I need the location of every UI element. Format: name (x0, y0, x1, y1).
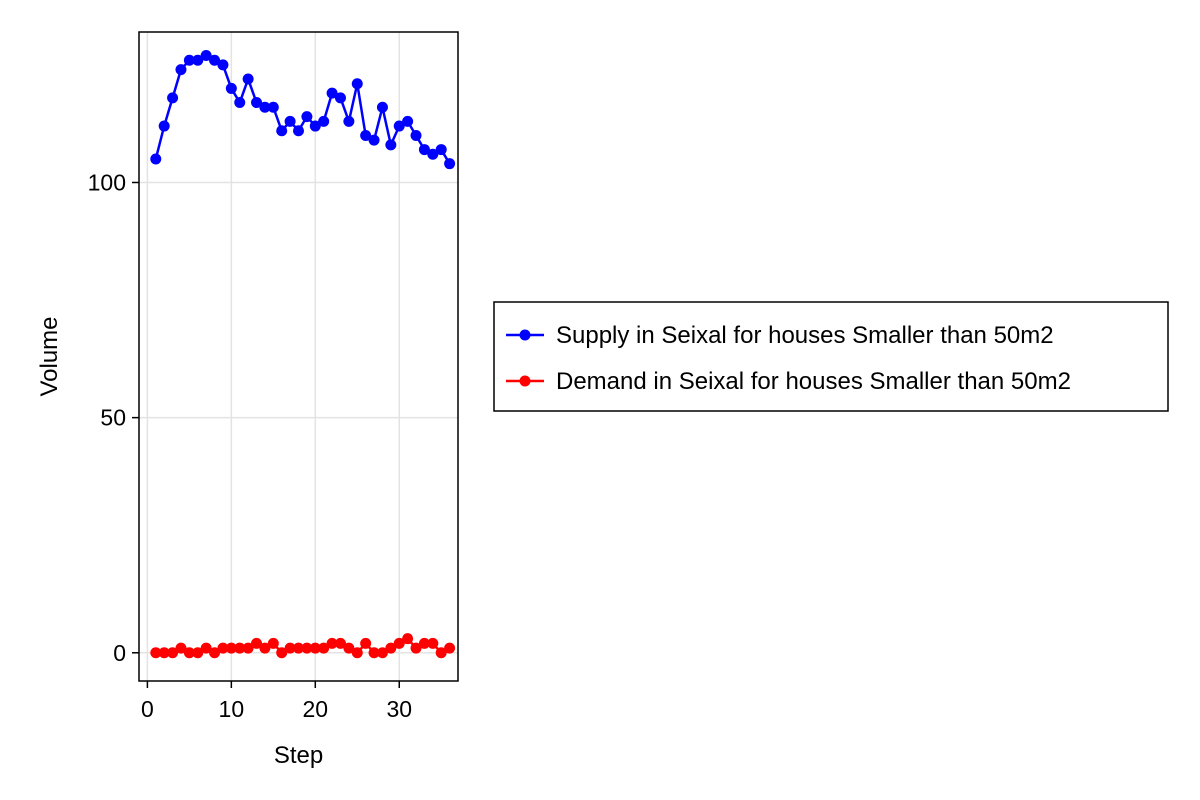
data-point (276, 125, 288, 137)
plot-frame (138, 31, 459, 682)
data-point (410, 642, 422, 654)
data-point (393, 120, 405, 132)
data-point (418, 144, 430, 156)
data-point (427, 637, 439, 649)
data-point (175, 642, 187, 654)
data-point (435, 144, 447, 156)
legend-swatch-marker (519, 375, 531, 387)
x-axis-label: Step (274, 742, 323, 769)
data-point (385, 139, 397, 151)
data-point (251, 97, 263, 109)
data-point (209, 647, 221, 659)
data-point (192, 647, 204, 659)
data-point (334, 92, 346, 104)
data-point (158, 647, 170, 659)
data-point (284, 642, 296, 654)
data-point (444, 642, 456, 654)
data-point (183, 647, 195, 659)
data-point (267, 637, 279, 649)
y-axis-label: Volume (36, 316, 63, 396)
data-point (410, 129, 422, 141)
data-point (150, 647, 162, 659)
legend-box (493, 301, 1169, 412)
data-point (242, 642, 254, 654)
data-point (309, 642, 321, 654)
data-point (301, 111, 313, 123)
data-point (225, 642, 237, 654)
data-point (444, 158, 456, 170)
data-point (351, 647, 363, 659)
series-supply (150, 50, 456, 170)
data-point (293, 642, 304, 654)
x-tick-label: 30 (386, 696, 412, 722)
data-point (326, 87, 338, 99)
data-point (376, 101, 388, 113)
data-point (368, 134, 380, 146)
data-point (217, 642, 229, 654)
legend-entry-label: Demand in Seixal for houses Smaller than… (556, 368, 1071, 395)
data-point (167, 647, 179, 659)
data-point (351, 78, 363, 90)
data-point (334, 637, 346, 649)
x-tick-label: 10 (219, 696, 245, 722)
data-point (183, 54, 195, 66)
data-point (343, 642, 355, 654)
data-point (200, 642, 212, 654)
x-tick-label: 20 (302, 696, 328, 722)
data-point (360, 637, 372, 649)
data-point (427, 148, 439, 160)
data-point (393, 637, 405, 649)
legend: Supply in Seixal for houses Smaller than… (493, 301, 1169, 412)
data-point (318, 642, 330, 654)
data-point (225, 82, 237, 94)
data-point (402, 115, 414, 127)
data-point (200, 50, 212, 62)
y-tick-label: 100 (88, 169, 126, 195)
data-point (209, 54, 221, 66)
axis-ticks: 0 10 20 30 0 50 100 (88, 169, 412, 722)
data-point (259, 642, 271, 654)
data-point (309, 120, 321, 132)
legend-entry-label: Supply in Seixal for houses Smaller than… (556, 322, 1054, 349)
x-tick-label: 0 (141, 696, 154, 722)
series-line (154, 54, 451, 165)
data-point (284, 115, 296, 127)
data-point (368, 647, 380, 659)
data-point (251, 637, 263, 649)
data-point (217, 59, 229, 71)
legend-swatch-marker (519, 329, 531, 341)
data-point (175, 64, 187, 76)
data-point (192, 54, 204, 66)
data-point (276, 647, 288, 659)
plot-series (150, 50, 456, 659)
data-point (167, 92, 179, 104)
data-point (293, 125, 304, 137)
data-point (242, 73, 254, 85)
data-point (234, 97, 246, 109)
data-point (435, 647, 447, 659)
data-point (402, 633, 414, 645)
data-point (259, 101, 271, 113)
data-point (158, 120, 170, 132)
data-point (360, 129, 372, 141)
data-point (267, 101, 279, 113)
data-point (326, 637, 338, 649)
data-point (343, 115, 355, 127)
y-tick-label: 50 (100, 405, 126, 431)
data-point (150, 153, 162, 165)
data-point (418, 637, 430, 649)
data-point (301, 642, 313, 654)
data-point (234, 642, 246, 654)
data-point (376, 647, 388, 659)
series-demand (150, 633, 456, 659)
data-point (318, 115, 330, 127)
y-tick-label: 0 (113, 640, 126, 666)
data-point (385, 642, 397, 654)
